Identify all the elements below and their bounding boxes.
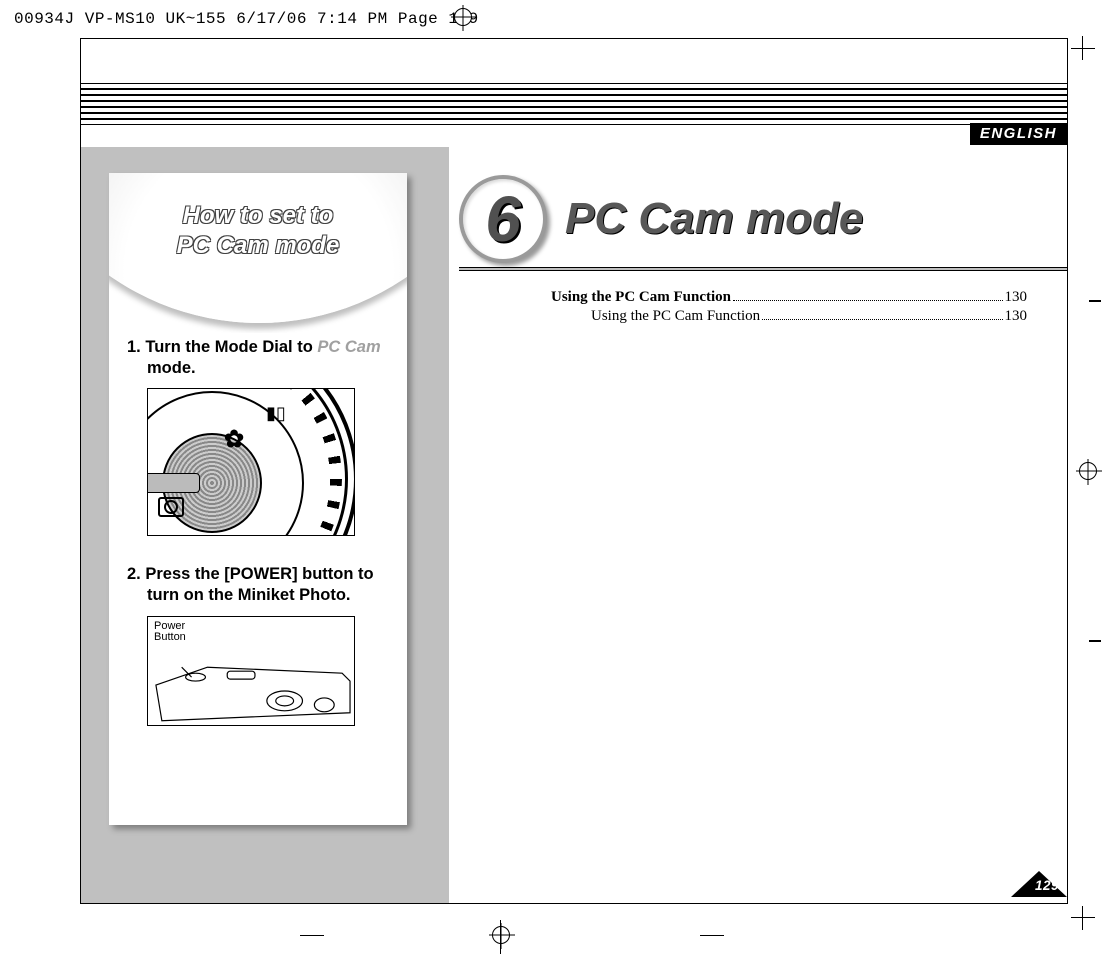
step-suffix: mode. <box>147 359 196 377</box>
crop-mark <box>700 935 724 936</box>
register-mark-icon <box>1079 462 1097 480</box>
howto-card-header: How to set to PC Cam mode <box>109 173 407 333</box>
crop-mark <box>500 920 501 954</box>
toc-row: Using the PC Cam Function 130 <box>551 289 1027 306</box>
sd-card-icon: ▮▯ <box>266 403 286 424</box>
toc-label: Using the PC Cam Function <box>591 308 760 325</box>
howto-title-line1: How to set to <box>183 202 334 229</box>
toc-page: 130 <box>1005 308 1028 325</box>
page-number-badge: 129 <box>1011 871 1067 897</box>
power-button-figure: Power Button <box>147 616 355 726</box>
edge-tick <box>1089 640 1101 642</box>
crop-mark <box>1071 48 1095 49</box>
howto-step: 1. Turn the Mode Dial to PC Cam mode. <box>127 337 397 536</box>
toc-page: 130 <box>1005 289 1028 306</box>
chapter-heading: 6 PC Cam mode <box>459 175 1067 263</box>
gear-icon: ✿ <box>224 425 244 454</box>
howto-card-title: How to set to PC Cam mode <box>109 201 407 261</box>
edge-tick <box>1089 300 1101 302</box>
page-root: 00934J VP-MS10 UK~155 6/17/06 7:14 PM Pa… <box>0 0 1113 954</box>
howto-card-body: 1. Turn the Mode Dial to PC Cam mode. <box>127 337 397 740</box>
register-mark-icon <box>492 926 510 944</box>
crop-mark <box>300 935 324 936</box>
toc-leader-dots <box>733 300 1002 301</box>
toc-row: Using the PC Cam Function 130 <box>551 308 1027 325</box>
mode-dial-illustration: ✿ ▮▯ <box>148 389 354 535</box>
step-ghost: PC Cam <box>317 338 380 356</box>
howto-card: How to set to PC Cam mode 1. Turn the Mo… <box>109 173 407 825</box>
chapter-number: 6 <box>485 187 521 251</box>
toc: Using the PC Cam Function 130 Using the … <box>551 289 1027 327</box>
howto-step-text: 1. Turn the Mode Dial to PC Cam mode. <box>127 337 397 378</box>
howto-step-text: 2. Press the [POWER] button to turn on t… <box>127 564 397 605</box>
crop-mark <box>1071 917 1095 918</box>
print-job-header: 00934J VP-MS10 UK~155 6/17/06 7:14 PM Pa… <box>14 10 479 28</box>
toc-leader-dots <box>762 319 1002 320</box>
step-prefix: Turn the Mode Dial to <box>145 338 317 356</box>
register-mark-icon <box>454 8 472 26</box>
toc-label: Using the PC Cam Function <box>551 289 731 306</box>
power-label-l2: Button <box>154 631 186 643</box>
chapter-title: PC Cam mode <box>565 194 863 244</box>
language-badge: ENGLISH <box>970 123 1067 145</box>
chapter-number-badge: 6 <box>459 175 547 263</box>
chapter-underbar <box>459 267 1067 271</box>
mode-dial-figure: ✿ ▮▯ <box>147 388 355 536</box>
step-prefix: Press the [POWER] button to turn on the … <box>145 565 373 604</box>
step-number: 1. <box>127 338 141 356</box>
howto-step: 2. Press the [POWER] button to turn on t… <box>127 564 397 725</box>
document-frame: ENGLISH How to set to PC Cam mode 1. Tur… <box>80 38 1068 904</box>
crop-mark <box>1082 906 1083 930</box>
power-button-label: Power Button <box>154 621 186 644</box>
howto-title-line2: PC Cam mode <box>177 232 340 259</box>
camera-icon <box>158 497 184 517</box>
header-stripe-bar <box>81 83 1067 125</box>
step-number: 2. <box>127 565 141 583</box>
camera-body-illustration <box>148 655 354 725</box>
page-number: 129 <box>1035 878 1059 893</box>
power-label-l1: Power <box>154 620 185 632</box>
